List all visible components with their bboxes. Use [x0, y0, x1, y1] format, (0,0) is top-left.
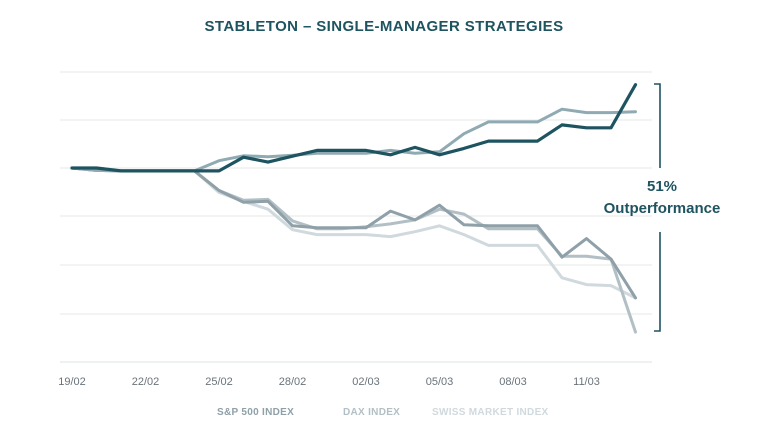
series-line-dax-index [70, 166, 637, 334]
x-axis-ticks: 19/02 22/02 25/02 28/02 02/03 05/03 08/03 11/03 [58, 376, 600, 388]
series-lines [70, 83, 638, 334]
outperformance-annotation: 51% Outperformance [604, 178, 721, 217]
x-tick-label: 22/02 [132, 376, 160, 388]
outperformance-bracket [654, 83, 661, 332]
x-tick-label: 19/02 [58, 376, 86, 388]
bracket-lower [654, 232, 661, 332]
x-tick-label: 11/03 [573, 376, 600, 388]
x-tick-label: 02/03 [352, 376, 380, 388]
legend-item: DAX INDEX [343, 407, 400, 418]
series-line-swiss-market-index [70, 166, 637, 300]
x-tick-label: 05/03 [426, 376, 454, 388]
gridlines [60, 71, 652, 363]
x-tick-label: 08/03 [499, 376, 527, 388]
legend-item: S&P 500 INDEX [217, 407, 294, 418]
x-tick-label: 28/02 [279, 376, 307, 388]
x-tick-label: 25/02 [205, 376, 233, 388]
series-line-s-p-500-index [70, 166, 637, 300]
bracket-upper [654, 83, 661, 168]
legend: S&P 500 INDEX DAX INDEX SWISS MARKET INDEX [217, 407, 549, 418]
series-line-stableton [70, 83, 638, 173]
series-line-series-1 [70, 107, 637, 173]
legend-item: SWISS MARKET INDEX [432, 407, 549, 418]
chart-title: STABLETON – SINGLE-MANAGER STRATEGIES [204, 18, 564, 35]
